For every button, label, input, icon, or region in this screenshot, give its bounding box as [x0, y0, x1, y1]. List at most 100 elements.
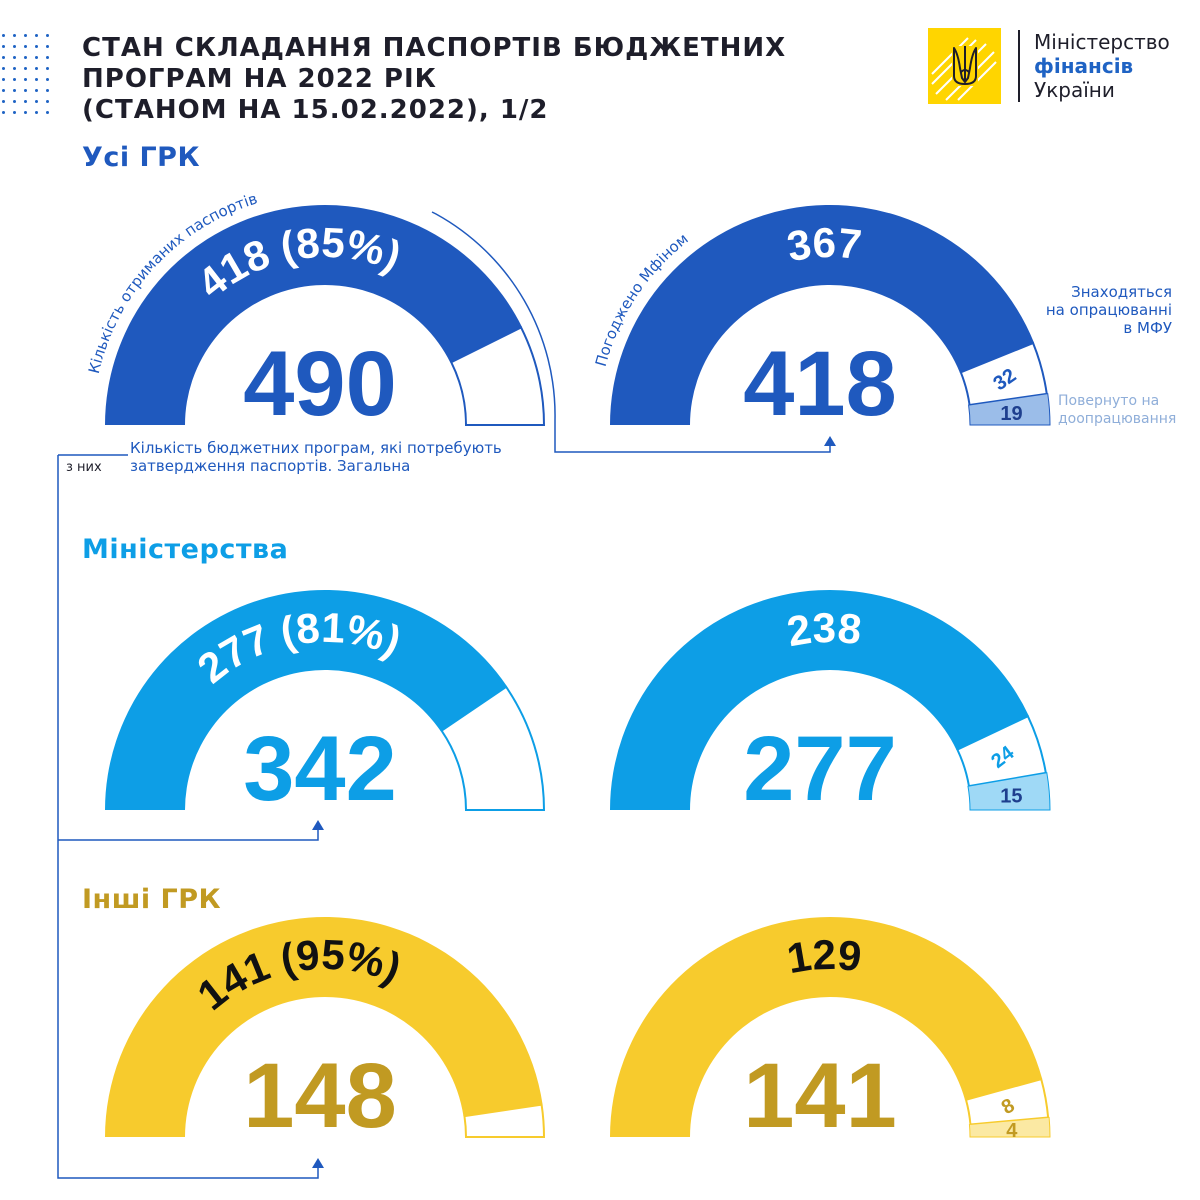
processing-note-line: на опрацюванні — [1046, 301, 1172, 319]
decorative-dot — [46, 34, 49, 37]
remaining-arc — [463, 1103, 546, 1138]
decorative-dot — [35, 111, 38, 114]
decorative-dot — [24, 34, 27, 37]
decorative-dot — [24, 45, 27, 48]
decorative-dot — [2, 100, 5, 103]
decorative-dot — [13, 45, 16, 48]
processing-note-line: в МФУ — [1123, 319, 1172, 337]
section-title-other: Інші ГРК — [82, 884, 222, 915]
decorative-dot — [13, 100, 16, 103]
received-arc — [105, 917, 543, 1137]
approved-value-textpath: 238 — [784, 604, 864, 656]
received-arc — [105, 589, 507, 810]
logo-divider — [1018, 30, 1020, 102]
decorative-dot — [35, 45, 38, 48]
approved-arc — [610, 916, 1043, 1137]
returned-arc — [967, 772, 1051, 811]
decorative-dot — [24, 78, 27, 81]
total-desc-line: Кількість бюджетних програм, які потребу… — [130, 439, 502, 457]
decorative-dot — [24, 89, 27, 92]
decorative-dot — [24, 56, 27, 59]
decorative-dot — [2, 111, 5, 114]
tryzub-emblem-icon — [928, 28, 1001, 104]
returned-value: 4 — [1006, 1120, 1018, 1142]
received-total-value: 141 — [743, 1045, 897, 1147]
decorative-dot — [35, 34, 38, 37]
returned-value: 19 — [1000, 403, 1022, 425]
decorative-dot — [2, 78, 5, 81]
title-line-1: СТАН СКЛАДАННЯ ПАСПОРТІВ БЮДЖЕТНИХ — [82, 33, 787, 63]
decorative-dot — [46, 89, 49, 92]
decorative-dots — [0, 32, 60, 122]
decorative-dot — [2, 45, 5, 48]
decorative-dot — [2, 56, 5, 59]
decorative-dot — [2, 89, 5, 92]
decorative-dot — [2, 67, 5, 70]
approved-value-textpath: 367 — [784, 219, 864, 271]
page-title: СТАН СКЛАДАННЯ ПАСПОРТІВ БЮДЖЕТНИХ ПРОГР… — [82, 33, 842, 126]
returned-note-line: доопрацювання — [1058, 411, 1176, 427]
connector-arrow-icon — [312, 1158, 324, 1168]
connector-of-them — [57, 455, 319, 1179]
decorative-dot — [46, 67, 49, 70]
total-programs-value: 148 — [243, 1045, 397, 1147]
section-title-ministries: Міністерства — [82, 534, 289, 565]
returned-value: 15 — [1000, 786, 1022, 808]
of-them-label: з них — [66, 460, 102, 475]
returned-arc — [968, 1116, 1051, 1138]
decorative-dot — [24, 111, 27, 114]
approved-arc — [610, 590, 1029, 810]
decorative-dot — [46, 78, 49, 81]
logo-text-line-1: Міністерство — [1034, 30, 1170, 54]
decorative-dot — [13, 89, 16, 92]
approved-value-textpath: 129 — [784, 931, 864, 983]
decorative-dot — [35, 56, 38, 59]
approved-value-label: 129 — [784, 931, 864, 983]
logo-text-line-2: фінансів — [1034, 54, 1134, 78]
decorative-dot — [13, 56, 16, 59]
received-total-value: 418 — [743, 333, 897, 435]
logo-text-line-3: України — [1034, 78, 1115, 102]
total-programs-value: 342 — [243, 718, 397, 820]
total-desc-line: затвердження паспортів. Загальна — [130, 457, 410, 475]
connector-to-ministries — [58, 828, 319, 841]
connector-arrow-icon — [824, 436, 836, 446]
returned-note-line: Повернуто на — [1058, 393, 1159, 409]
decorative-dot — [46, 45, 49, 48]
received-arc — [105, 204, 522, 425]
decorative-dot — [46, 100, 49, 103]
decorative-dot — [24, 100, 27, 103]
remaining-arc — [440, 685, 546, 811]
decorative-dot — [46, 56, 49, 59]
section-title-all: Усі ГРК — [82, 142, 201, 173]
total-programs-value: 490 — [243, 333, 397, 435]
connector-arrow-icon — [312, 820, 324, 830]
decorative-dot — [35, 89, 38, 92]
processing-note-line: Знаходяться — [1071, 283, 1172, 301]
decorative-dot — [35, 100, 38, 103]
decorative-dot — [35, 78, 38, 81]
approved-arc — [610, 205, 1035, 425]
connector-received-to-right — [431, 211, 831, 453]
decorative-dot — [13, 67, 16, 70]
approved-value-label: 238 — [784, 604, 864, 656]
logo-text: Міністерство фінансів України — [1034, 30, 1170, 102]
decorative-dot — [13, 78, 16, 81]
decorative-dot — [2, 34, 5, 37]
approved-value-label: 367 — [784, 219, 864, 271]
decorative-dot — [24, 67, 27, 70]
decorative-dot — [13, 34, 16, 37]
decorative-dot — [35, 67, 38, 70]
decorative-dot — [13, 111, 16, 114]
title-line-2: ПРОГРАМ НА 2022 РІК — [82, 64, 437, 94]
received-total-value: 277 — [743, 718, 897, 820]
ministry-logo: Міністерство фінансів України — [928, 28, 1188, 108]
decorative-dot — [46, 111, 49, 114]
remaining-arc — [449, 326, 546, 426]
title-line-3: (СТАНОМ НА 15.02.2022), 1/2 — [82, 95, 549, 125]
returned-arc — [968, 393, 1051, 426]
